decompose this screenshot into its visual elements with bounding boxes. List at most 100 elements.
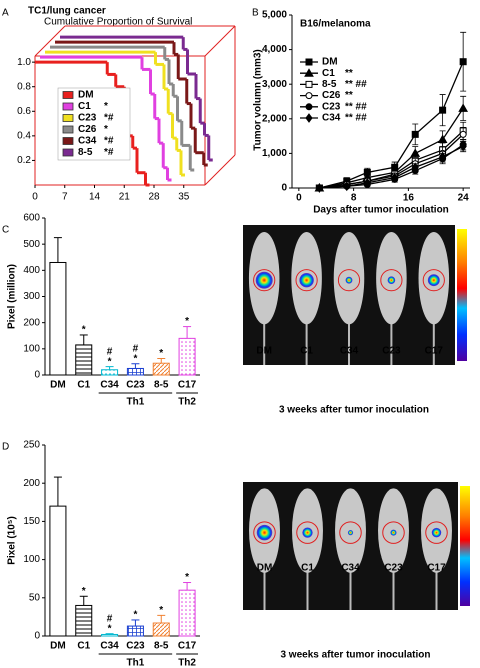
x-tick-label: 16 bbox=[403, 193, 415, 204]
mouse-label: C1 bbox=[300, 346, 313, 357]
significance-mark: # bbox=[133, 343, 139, 354]
legend-swatch bbox=[62, 102, 74, 111]
significance-mark: * bbox=[108, 356, 112, 367]
legend-label: DM bbox=[78, 90, 94, 101]
legend-label: 8-5 bbox=[78, 147, 93, 158]
legend-box bbox=[57, 87, 131, 161]
legend-annotation: ** bbox=[345, 90, 353, 101]
significance-mark: * bbox=[159, 605, 163, 616]
y-tick-label: 200 bbox=[23, 478, 40, 489]
y-tick-label: 100 bbox=[23, 554, 40, 565]
group-label: Th1 bbox=[127, 397, 145, 408]
x-tick-label: C17 bbox=[178, 641, 197, 652]
legend-annotation: ** ## bbox=[345, 79, 367, 90]
legend-swatch bbox=[62, 91, 74, 99]
panel-letter: D bbox=[2, 442, 9, 453]
image-caption: 3 weeks after tumor inoculation bbox=[280, 650, 430, 661]
mouse-label: C23 bbox=[384, 562, 403, 573]
legend-swatch bbox=[62, 148, 74, 157]
roi-circle bbox=[422, 269, 445, 292]
x-axis-label: Days after tumor inoculation bbox=[313, 205, 449, 216]
significance-mark: * bbox=[108, 623, 112, 634]
legend-label: C34 bbox=[78, 136, 97, 147]
box-edge bbox=[204, 25, 236, 57]
point bbox=[411, 162, 419, 173]
legend-label: DM bbox=[322, 57, 338, 68]
point bbox=[459, 141, 467, 152]
significance-mark: * bbox=[185, 316, 189, 327]
point bbox=[438, 152, 447, 162]
bar bbox=[49, 505, 67, 637]
x-tick-label: 14 bbox=[89, 192, 101, 203]
y-tick-label: 600 bbox=[23, 213, 40, 224]
signal bbox=[427, 274, 440, 287]
point bbox=[305, 80, 313, 88]
bar bbox=[101, 633, 119, 637]
roi-circle bbox=[295, 269, 318, 292]
signal bbox=[387, 276, 396, 285]
y-tick-label: 200 bbox=[23, 317, 40, 328]
bar bbox=[75, 604, 93, 637]
point bbox=[458, 103, 469, 112]
bar bbox=[126, 625, 144, 637]
mouse-label: C34 bbox=[341, 562, 360, 573]
bar bbox=[152, 622, 170, 637]
point bbox=[305, 58, 313, 66]
point bbox=[305, 113, 313, 123]
x-tick-label: C34 bbox=[100, 641, 119, 652]
y-axis-label: Pixel (10⁵) bbox=[7, 516, 18, 565]
signal bbox=[431, 527, 442, 538]
y-tick-label: 400 bbox=[23, 265, 40, 276]
legend-label: C23 bbox=[322, 101, 341, 112]
x-tick-label: 21 bbox=[119, 192, 131, 203]
point bbox=[305, 92, 313, 100]
y-tick-label: 1.0 bbox=[17, 57, 31, 68]
box-edge bbox=[34, 25, 66, 57]
chart-title: TC1/lung cancer bbox=[28, 6, 106, 17]
roi-circle bbox=[425, 521, 448, 544]
legend-annotation: ** bbox=[345, 68, 353, 79]
y-tick-label: 250 bbox=[23, 440, 40, 451]
significance-mark: # bbox=[107, 346, 113, 357]
panel-letter: C bbox=[2, 225, 9, 236]
legend-swatch bbox=[62, 137, 74, 145]
x-tick-label: 35 bbox=[178, 192, 190, 203]
bar bbox=[178, 589, 196, 637]
legend-annotation: *# bbox=[104, 147, 114, 158]
y-tick-label: 0.8 bbox=[17, 81, 31, 92]
point bbox=[315, 183, 324, 193]
legend-annotation: * bbox=[104, 124, 108, 135]
point bbox=[391, 172, 399, 183]
x-tick-label: 8-5 bbox=[154, 641, 169, 652]
significance-mark: # bbox=[107, 613, 113, 624]
y-axis-label: Tumor volumn (mm3) bbox=[253, 49, 264, 150]
signal bbox=[299, 272, 314, 288]
legend-annotation: * bbox=[104, 101, 108, 112]
x-tick-label: 8 bbox=[351, 193, 357, 204]
legend-annotation: ** ## bbox=[345, 101, 367, 112]
y-tick-label: 150 bbox=[23, 516, 40, 527]
y-tick-label: 0 bbox=[281, 183, 287, 194]
roi-circle bbox=[382, 521, 405, 544]
x-tick-label: 8-5 bbox=[154, 380, 169, 391]
point bbox=[439, 106, 447, 114]
point bbox=[411, 130, 419, 138]
signal bbox=[256, 524, 273, 541]
roi-circle bbox=[253, 269, 276, 292]
x-tick-label: DM bbox=[50, 641, 66, 652]
bar bbox=[49, 261, 67, 376]
mouse-label: C23 bbox=[382, 346, 401, 357]
roi-circle bbox=[339, 521, 362, 544]
significance-mark: * bbox=[185, 572, 189, 583]
legend-annotation: *# bbox=[104, 136, 114, 147]
chart-subtitle: Cumulative Proportion of Survival bbox=[44, 17, 192, 28]
bar bbox=[152, 362, 170, 376]
legend-label: C34 bbox=[322, 113, 341, 124]
legend-label: C1 bbox=[322, 68, 335, 79]
x-tick-label: 0 bbox=[296, 193, 302, 204]
mouse-label: C17 bbox=[427, 562, 446, 573]
panel-letter: A bbox=[2, 8, 9, 19]
y-tick-label: 100 bbox=[23, 343, 40, 354]
x-tick-label: DM bbox=[50, 380, 66, 391]
legend-label: C1 bbox=[78, 101, 91, 112]
